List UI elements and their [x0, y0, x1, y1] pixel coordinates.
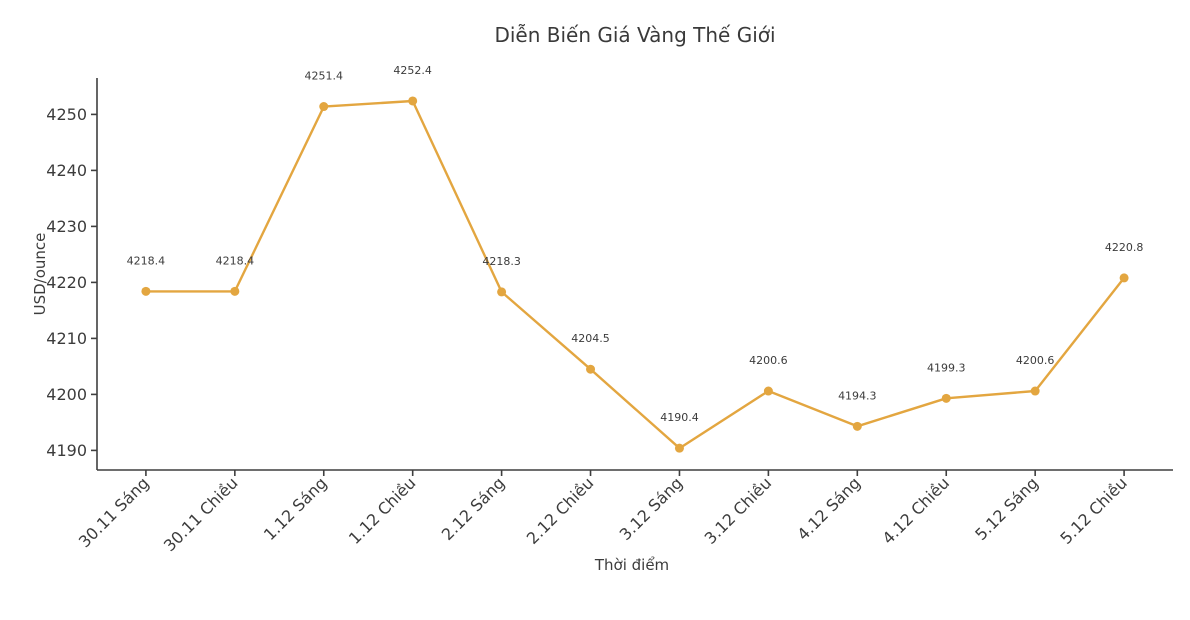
data-point-label: 4218.4 — [127, 254, 166, 267]
y-tick-label: 4220 — [46, 273, 87, 292]
data-point-label: 4220.8 — [1105, 241, 1144, 254]
data-point-marker — [586, 364, 596, 374]
data-point-label: 4200.6 — [749, 354, 788, 367]
data-point-marker — [230, 286, 240, 296]
data-point-marker — [674, 443, 684, 453]
x-tick-label: 30.11 Chiều — [160, 473, 242, 555]
y-axis-label: USD/ounce — [31, 233, 49, 316]
axes: 4190 4200 4210 4220 4230 4240 4250 30.11 Sáng 30… — [46, 78, 1173, 555]
data-point-marker — [497, 287, 507, 297]
x-tick-label: 5.12 Sáng — [971, 473, 1042, 544]
data-point-marker — [319, 102, 329, 112]
y-tick-label: 4230 — [46, 217, 87, 236]
x-tick-label: 1.12 Chiều — [345, 473, 420, 548]
data-point-label: 4218.3 — [482, 255, 521, 268]
x-tick-label: 1.12 Sáng — [260, 473, 331, 544]
y-tick-label: 4190 — [46, 441, 87, 460]
data-point-marker — [1119, 273, 1129, 283]
chart-title: Diễn Biến Giá Vàng Thế Giới — [494, 23, 775, 47]
x-tick-label: 4.12 Chiều — [879, 473, 954, 548]
data-point-label: 4199.3 — [927, 361, 966, 374]
data-point-marker — [852, 421, 862, 431]
x-tick-label: 2.12 Sáng — [438, 473, 509, 544]
y-tick-label: 4240 — [46, 161, 87, 180]
data-point-label: 4252.4 — [393, 64, 432, 77]
data-point-marker — [408, 96, 418, 106]
x-tick-label: 2.12 Chiều — [523, 473, 598, 548]
x-tick-label: 3.12 Sáng — [616, 473, 687, 544]
gold-price-series: 4218.4 4218.4 4251.4 4252.4 4218.3 4204.5 4190… — [127, 64, 1144, 453]
x-axis-label: Thời điểm — [594, 556, 669, 574]
data-point-label: 4218.4 — [216, 254, 255, 267]
data-point-marker — [1030, 386, 1040, 396]
data-point-marker — [763, 386, 773, 396]
data-point-label: 4204.5 — [571, 332, 610, 345]
x-tick-label: 3.12 Chiều — [701, 473, 776, 548]
y-tick-label: 4210 — [46, 329, 87, 348]
data-point-label: 4194.3 — [838, 389, 877, 402]
y-tick-label: 4250 — [46, 105, 87, 124]
x-tick-label: 5.12 Chiều — [1056, 473, 1131, 548]
data-point-marker — [141, 286, 151, 296]
data-point-marker — [941, 393, 951, 403]
price-line — [144, 99, 1126, 450]
y-tick-label: 4200 — [46, 385, 87, 404]
x-tick-label: 30.11 Sáng — [75, 473, 153, 551]
data-point-label: 4200.6 — [1016, 354, 1055, 367]
data-point-label: 4251.4 — [305, 70, 344, 83]
x-tick-label: 4.12 Sáng — [793, 473, 864, 544]
data-point-label: 4190.4 — [660, 411, 699, 424]
